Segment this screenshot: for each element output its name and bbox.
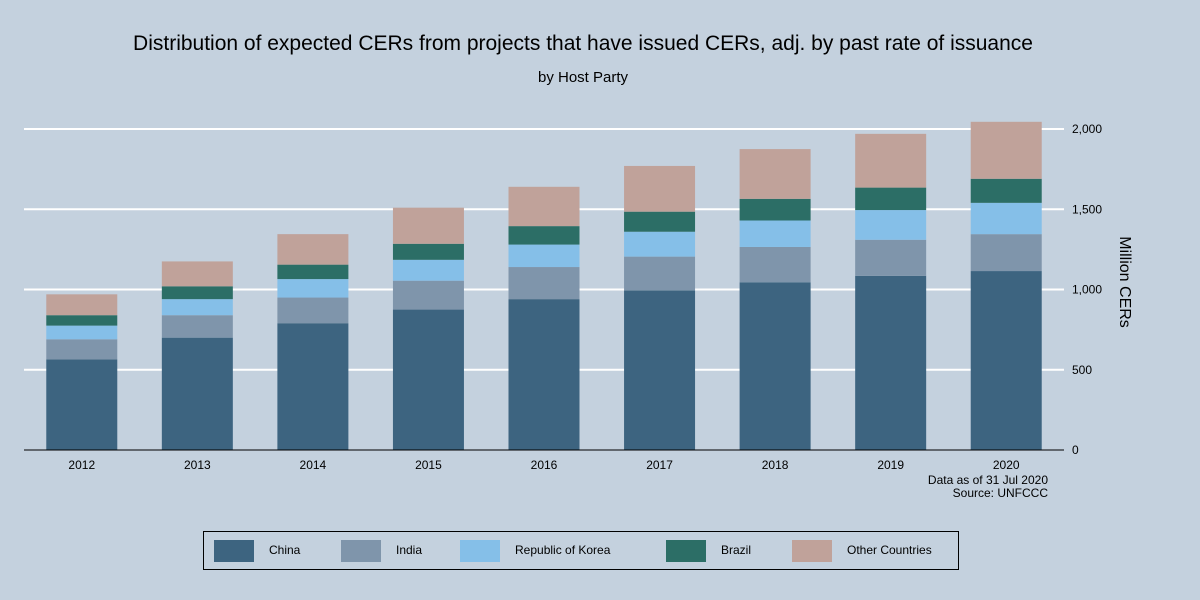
x-tick-label: 2015 xyxy=(415,458,442,472)
chart-plot: 2012 2013 2014 2015 2016 2017 2018 2019 2020 0 50… xyxy=(24,121,1133,500)
bar-segment xyxy=(161,286,233,300)
bar-segment xyxy=(739,198,811,221)
legend: China India Republic of Korea Brazil Other C… xyxy=(203,531,959,570)
x-tick-labels: 2012 2013 2014 2015 2016 2017 2018 2019 2020 xyxy=(68,458,1019,472)
chart-subtitle: by Host Party xyxy=(537,69,629,86)
bars xyxy=(46,121,1042,450)
chart-title: Distribution of expected CERs from proje… xyxy=(133,32,1033,55)
x-tick-label: 2012 xyxy=(68,458,95,472)
bar-segment xyxy=(392,259,464,281)
bar-segment xyxy=(855,239,927,276)
x-tick-label: 2019 xyxy=(877,458,904,472)
bar-segment xyxy=(508,267,580,300)
bar-segment xyxy=(970,234,1042,272)
bar-segment xyxy=(624,256,696,291)
bar-segment xyxy=(624,165,696,212)
bar-segment xyxy=(277,234,349,265)
bar-segment xyxy=(970,121,1042,179)
bar-segment xyxy=(508,226,580,245)
bar-segment xyxy=(277,297,349,324)
data-date-note: Data as of 31 Jul 2020 xyxy=(928,473,1048,487)
legend-swatch xyxy=(666,540,706,562)
bar-segment xyxy=(161,315,233,338)
legend-swatch xyxy=(214,540,254,562)
legend-swatch xyxy=(460,540,500,562)
x-tick-label: 2016 xyxy=(531,458,558,472)
legend-swatch xyxy=(792,540,832,562)
x-tick-label: 2018 xyxy=(762,458,789,472)
bar-segment xyxy=(970,271,1042,450)
bar-segment xyxy=(739,246,811,283)
source-note: Source: UNFCCC xyxy=(953,486,1049,500)
y-axis-label: Million CERs xyxy=(1116,236,1133,328)
bar-segment xyxy=(739,149,811,199)
bar-segment xyxy=(161,299,233,316)
bar-segment xyxy=(855,275,927,450)
bar-segment xyxy=(46,339,118,360)
y-tick-label: 1,500 xyxy=(1072,202,1102,216)
bar-segment xyxy=(161,261,233,287)
bar-segment xyxy=(161,337,233,450)
bar-segment xyxy=(970,178,1042,203)
bar-segment xyxy=(46,359,118,450)
legend-label: Other Countries xyxy=(847,543,932,557)
bar-segment xyxy=(739,282,811,450)
y-tick-labels: 0 500 1,000 1,500 2,000 xyxy=(1072,122,1102,457)
bar-segment xyxy=(508,299,580,450)
y-tick-label: 2,000 xyxy=(1072,122,1102,136)
y-tick-label: 1,000 xyxy=(1072,283,1102,297)
legend-label: India xyxy=(396,543,423,557)
bar-segment xyxy=(855,210,927,240)
x-tick-label: 2017 xyxy=(646,458,673,472)
bar-segment xyxy=(624,290,696,450)
bar-segment xyxy=(624,211,696,232)
bar-segment xyxy=(277,323,349,450)
bar-segment xyxy=(624,231,696,257)
legend-label: Republic of Korea xyxy=(515,543,611,557)
bar-segment xyxy=(46,294,118,316)
legend-label: Brazil xyxy=(721,543,752,557)
bar-segment xyxy=(508,244,580,268)
bar-segment xyxy=(392,207,464,244)
y-tick-label: 500 xyxy=(1072,363,1092,377)
x-tick-label: 2020 xyxy=(993,458,1020,472)
bar-segment xyxy=(855,133,927,188)
bar-segment xyxy=(46,325,118,340)
bar-segment xyxy=(277,279,349,298)
y-tick-label: 0 xyxy=(1072,443,1079,457)
bar-segment xyxy=(855,187,927,211)
bar-segment xyxy=(392,280,464,310)
bar-segment xyxy=(46,315,118,326)
x-tick-label: 2013 xyxy=(184,458,211,472)
bar-segment xyxy=(970,202,1042,235)
bar-segment xyxy=(392,309,464,450)
bar-segment xyxy=(277,264,349,280)
bar-segment xyxy=(739,220,811,247)
bar-segment xyxy=(392,243,464,260)
legend-swatch xyxy=(341,540,381,562)
legend-label: China xyxy=(269,543,301,557)
x-tick-label: 2014 xyxy=(300,458,327,472)
bar-segment xyxy=(508,186,580,227)
